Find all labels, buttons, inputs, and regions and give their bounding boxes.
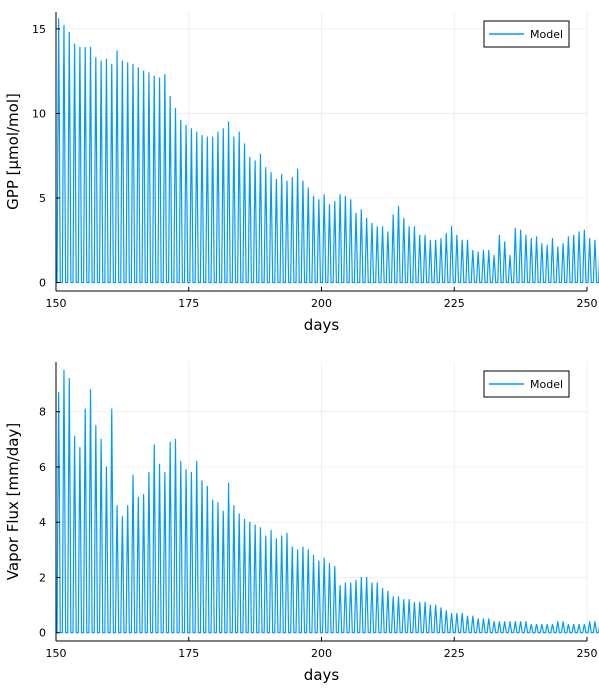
x-tick-label: 175 [178,297,199,310]
x-tick-label: 250 [577,297,598,310]
legend: Model [483,370,570,398]
y-tick-label: 0 [39,277,46,290]
series-line-model [56,18,599,284]
y-tick-label: 4 [39,516,46,529]
x-tick-label: 200 [311,297,332,310]
y-tick-label: 0 [39,627,46,640]
legend-label: Model [530,28,563,41]
y-axis-label: GPP [µmol/mol] [4,93,22,210]
chart-2: 150 175 200 225 250 0 2 4 6 8 days Vapor Flux [mm/d… [4,362,599,684]
x-tick-label: 225 [444,297,465,310]
x-tick-label: 150 [46,297,67,310]
x-axis-label: days [304,666,340,684]
y-tick-label: 8 [39,406,46,419]
x-axis-label: days [304,316,340,334]
x-tick-label: 250 [577,647,598,660]
legend-label: Model [530,378,563,391]
x-tick-label: 200 [311,647,332,660]
series-line-model [56,369,599,634]
y-tick-label: 2 [39,571,46,584]
y-tick-label: 6 [39,461,46,474]
x-tick-label: 225 [444,647,465,660]
chart-1: 150 175 200 225 250 0 5 10 15 days GPP [µmol/mol] M… [4,12,599,334]
y-tick-label: 10 [32,107,46,120]
legend: Model [483,20,570,48]
y-axis-label: Vapor Flux [mm/day] [4,423,22,580]
x-tick-label: 175 [178,647,199,660]
x-tick-label: 150 [46,647,67,660]
y-tick-label: 5 [39,192,46,205]
y-tick-label: 15 [32,23,46,36]
